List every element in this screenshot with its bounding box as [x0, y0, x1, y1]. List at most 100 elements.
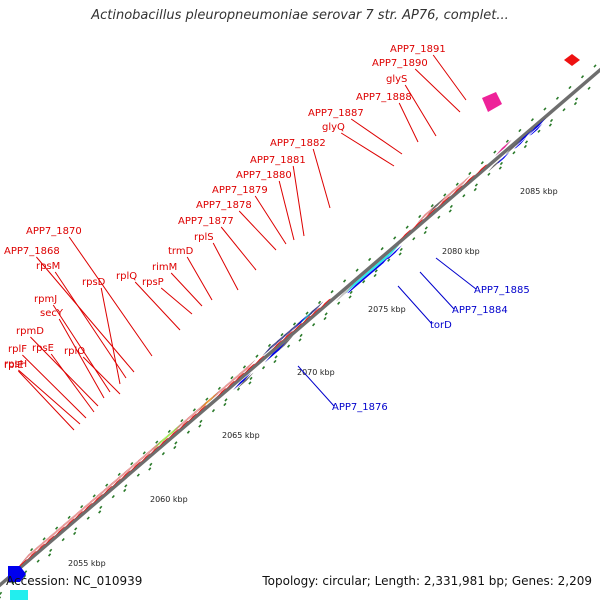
- cds-forward-arrow[interactable]: [399, 229, 412, 241]
- cds-forward-arrow[interactable]: [254, 355, 265, 366]
- gene-block-reverse[interactable]: [516, 129, 533, 146]
- cds-forward-arrow[interactable]: [463, 174, 476, 186]
- cds-forward-arrow[interactable]: [35, 543, 45, 553]
- gene-label-rpsm[interactable]: rpsM: [36, 261, 60, 272]
- gene-label-rple[interactable]: rplE: [4, 360, 24, 371]
- scale-tick: [555, 96, 560, 100]
- gene-block-reverse[interactable]: [10, 590, 28, 600]
- gene-block-reverse[interactable]: [528, 118, 546, 136]
- kbp-tick-label: 2085 kbp: [520, 187, 558, 196]
- gene-label-app7-1870[interactable]: APP7_1870: [26, 226, 82, 237]
- gene-label-app7-1876[interactable]: APP7_1876: [332, 402, 388, 413]
- gene-label-app7-1881[interactable]: APP7_1881: [250, 155, 306, 166]
- gene-marker[interactable]: [564, 54, 580, 66]
- gene-block[interactable]: [437, 175, 471, 206]
- cds-forward-arrow[interactable]: [309, 307, 321, 318]
- gene-block[interactable]: [305, 301, 324, 320]
- cds-forward-arrow[interactable]: [424, 207, 438, 220]
- cds-reverse-arrow[interactable]: [386, 245, 402, 260]
- cds-forward-arrow[interactable]: [233, 372, 245, 383]
- gene-boundary: [443, 191, 452, 201]
- cds-forward-arrow[interactable]: [243, 363, 256, 375]
- gene-label-rpsh[interactable]: rpsH: [4, 359, 27, 370]
- gene-label-rpls[interactable]: rplS: [194, 232, 214, 243]
- cds-forward-arrow[interactable]: [119, 470, 131, 481]
- cds-forward-arrow[interactable]: [187, 413, 197, 423]
- cds-forward-arrow[interactable]: [451, 185, 464, 196]
- gene-label-app7-1890[interactable]: APP7_1890: [372, 58, 428, 69]
- cds-forward-arrow[interactable]: [140, 453, 151, 463]
- cds-forward-arrow[interactable]: [102, 486, 113, 496]
- gene-block-reverse[interactable]: [8, 566, 26, 582]
- cds-forward-arrow[interactable]: [167, 428, 180, 440]
- cds-reverse-arrow[interactable]: [514, 138, 526, 149]
- cds-forward-arrow[interactable]: [225, 381, 235, 390]
- cds-forward-arrow[interactable]: [178, 420, 189, 431]
- cds-forward-arrow[interactable]: [129, 461, 142, 473]
- scale-tick: [211, 409, 216, 413]
- leader-line: [36, 256, 135, 373]
- cds-forward-arrow[interactable]: [475, 164, 488, 176]
- cds-forward-arrow[interactable]: [53, 526, 66, 538]
- cds-forward-arrow[interactable]: [157, 437, 169, 448]
- gene-label-app7-1891[interactable]: APP7_1891: [390, 44, 446, 55]
- cds-reverse-arrow[interactable]: [347, 255, 390, 294]
- cds-reverse-arrow[interactable]: [496, 152, 510, 165]
- cds-forward-arrow[interactable]: [319, 298, 332, 310]
- gene-label-app7-1887[interactable]: APP7_1887: [308, 108, 364, 119]
- gene-label-app7-1877[interactable]: APP7_1877: [178, 216, 234, 227]
- gene-block-reverse[interactable]: [345, 244, 400, 294]
- gene-label-app7-1868[interactable]: APP7_1868: [4, 246, 60, 257]
- gene-label-trmd[interactable]: trmD: [168, 246, 194, 257]
- gene-block-magenta[interactable]: [495, 140, 512, 156]
- cds-forward-arrow[interactable]: [281, 331, 294, 342]
- gene-label-rpsp[interactable]: rpsP: [142, 277, 164, 288]
- gene-block-reverse[interactable]: [488, 158, 502, 172]
- leader-line: [340, 132, 395, 167]
- scale-tick: [380, 247, 384, 251]
- gene-label-app7-1885[interactable]: APP7_1885: [474, 285, 530, 296]
- gene-label-rplf[interactable]: rplF: [8, 344, 27, 355]
- gene-label-rpse[interactable]: rpsE: [32, 343, 54, 354]
- gene-label-rplo[interactable]: rplO: [64, 346, 85, 357]
- gene-label-app7-1879[interactable]: APP7_1879: [212, 185, 268, 196]
- gene-label-app7-1882[interactable]: APP7_1882: [270, 138, 326, 149]
- gene-block-reverse[interactable]: [278, 336, 293, 351]
- cds-forward-arrow[interactable]: [73, 511, 83, 521]
- gene-block-magenta[interactable]: [482, 92, 502, 112]
- gene-label-secy[interactable]: secY: [40, 308, 64, 319]
- cds-forward-arrow[interactable]: [43, 535, 55, 546]
- cds-forward-arrow[interactable]: [216, 388, 227, 398]
- cds-forward-arrow[interactable]: [26, 551, 37, 561]
- gene-label-app7-1880[interactable]: APP7_1880: [236, 170, 292, 181]
- cds-forward-arrow[interactable]: [64, 518, 75, 529]
- cds-reverse-arrow[interactable]: [529, 123, 543, 136]
- gene-label-glys[interactable]: glyS: [386, 74, 407, 85]
- gene-block[interactable]: [211, 360, 255, 401]
- cds-forward-arrow[interactable]: [292, 323, 303, 333]
- gene-label-rpmj[interactable]: rpmJ: [34, 294, 57, 305]
- scale-tick: [423, 230, 427, 235]
- gene-label-rplq[interactable]: rplQ: [116, 271, 137, 282]
- cds-forward-arrow[interactable]: [195, 405, 207, 416]
- cds-forward-arrow[interactable]: [81, 502, 93, 514]
- gene-label-app7-1878[interactable]: APP7_1878: [196, 200, 252, 211]
- gene-label-app7-1888[interactable]: APP7_1888: [356, 92, 412, 103]
- gene-label-app7-1884[interactable]: APP7_1884: [452, 305, 508, 316]
- cds-forward-arrow[interactable]: [91, 493, 104, 505]
- gene-block-reverse[interactable]: [237, 372, 254, 389]
- gene-label-rimm[interactable]: rimM: [152, 262, 177, 273]
- cds-forward-arrow[interactable]: [301, 315, 311, 325]
- cds-forward-arrow[interactable]: [437, 195, 451, 208]
- scale-tick: [373, 273, 377, 278]
- gene-block[interactable]: [153, 424, 181, 450]
- cds-forward-arrow[interactable]: [271, 340, 283, 351]
- cds-forward-arrow[interactable]: [149, 446, 159, 456]
- gene-label-rpmd[interactable]: rpmD: [16, 326, 44, 337]
- gene-label-rpsd[interactable]: rpsD: [82, 277, 106, 288]
- cds-forward-arrow[interactable]: [111, 478, 121, 488]
- gene-label-glyq[interactable]: glyQ: [322, 122, 345, 133]
- gene-label-tord[interactable]: torD: [430, 320, 452, 331]
- cds-forward-arrow[interactable]: [411, 219, 424, 230]
